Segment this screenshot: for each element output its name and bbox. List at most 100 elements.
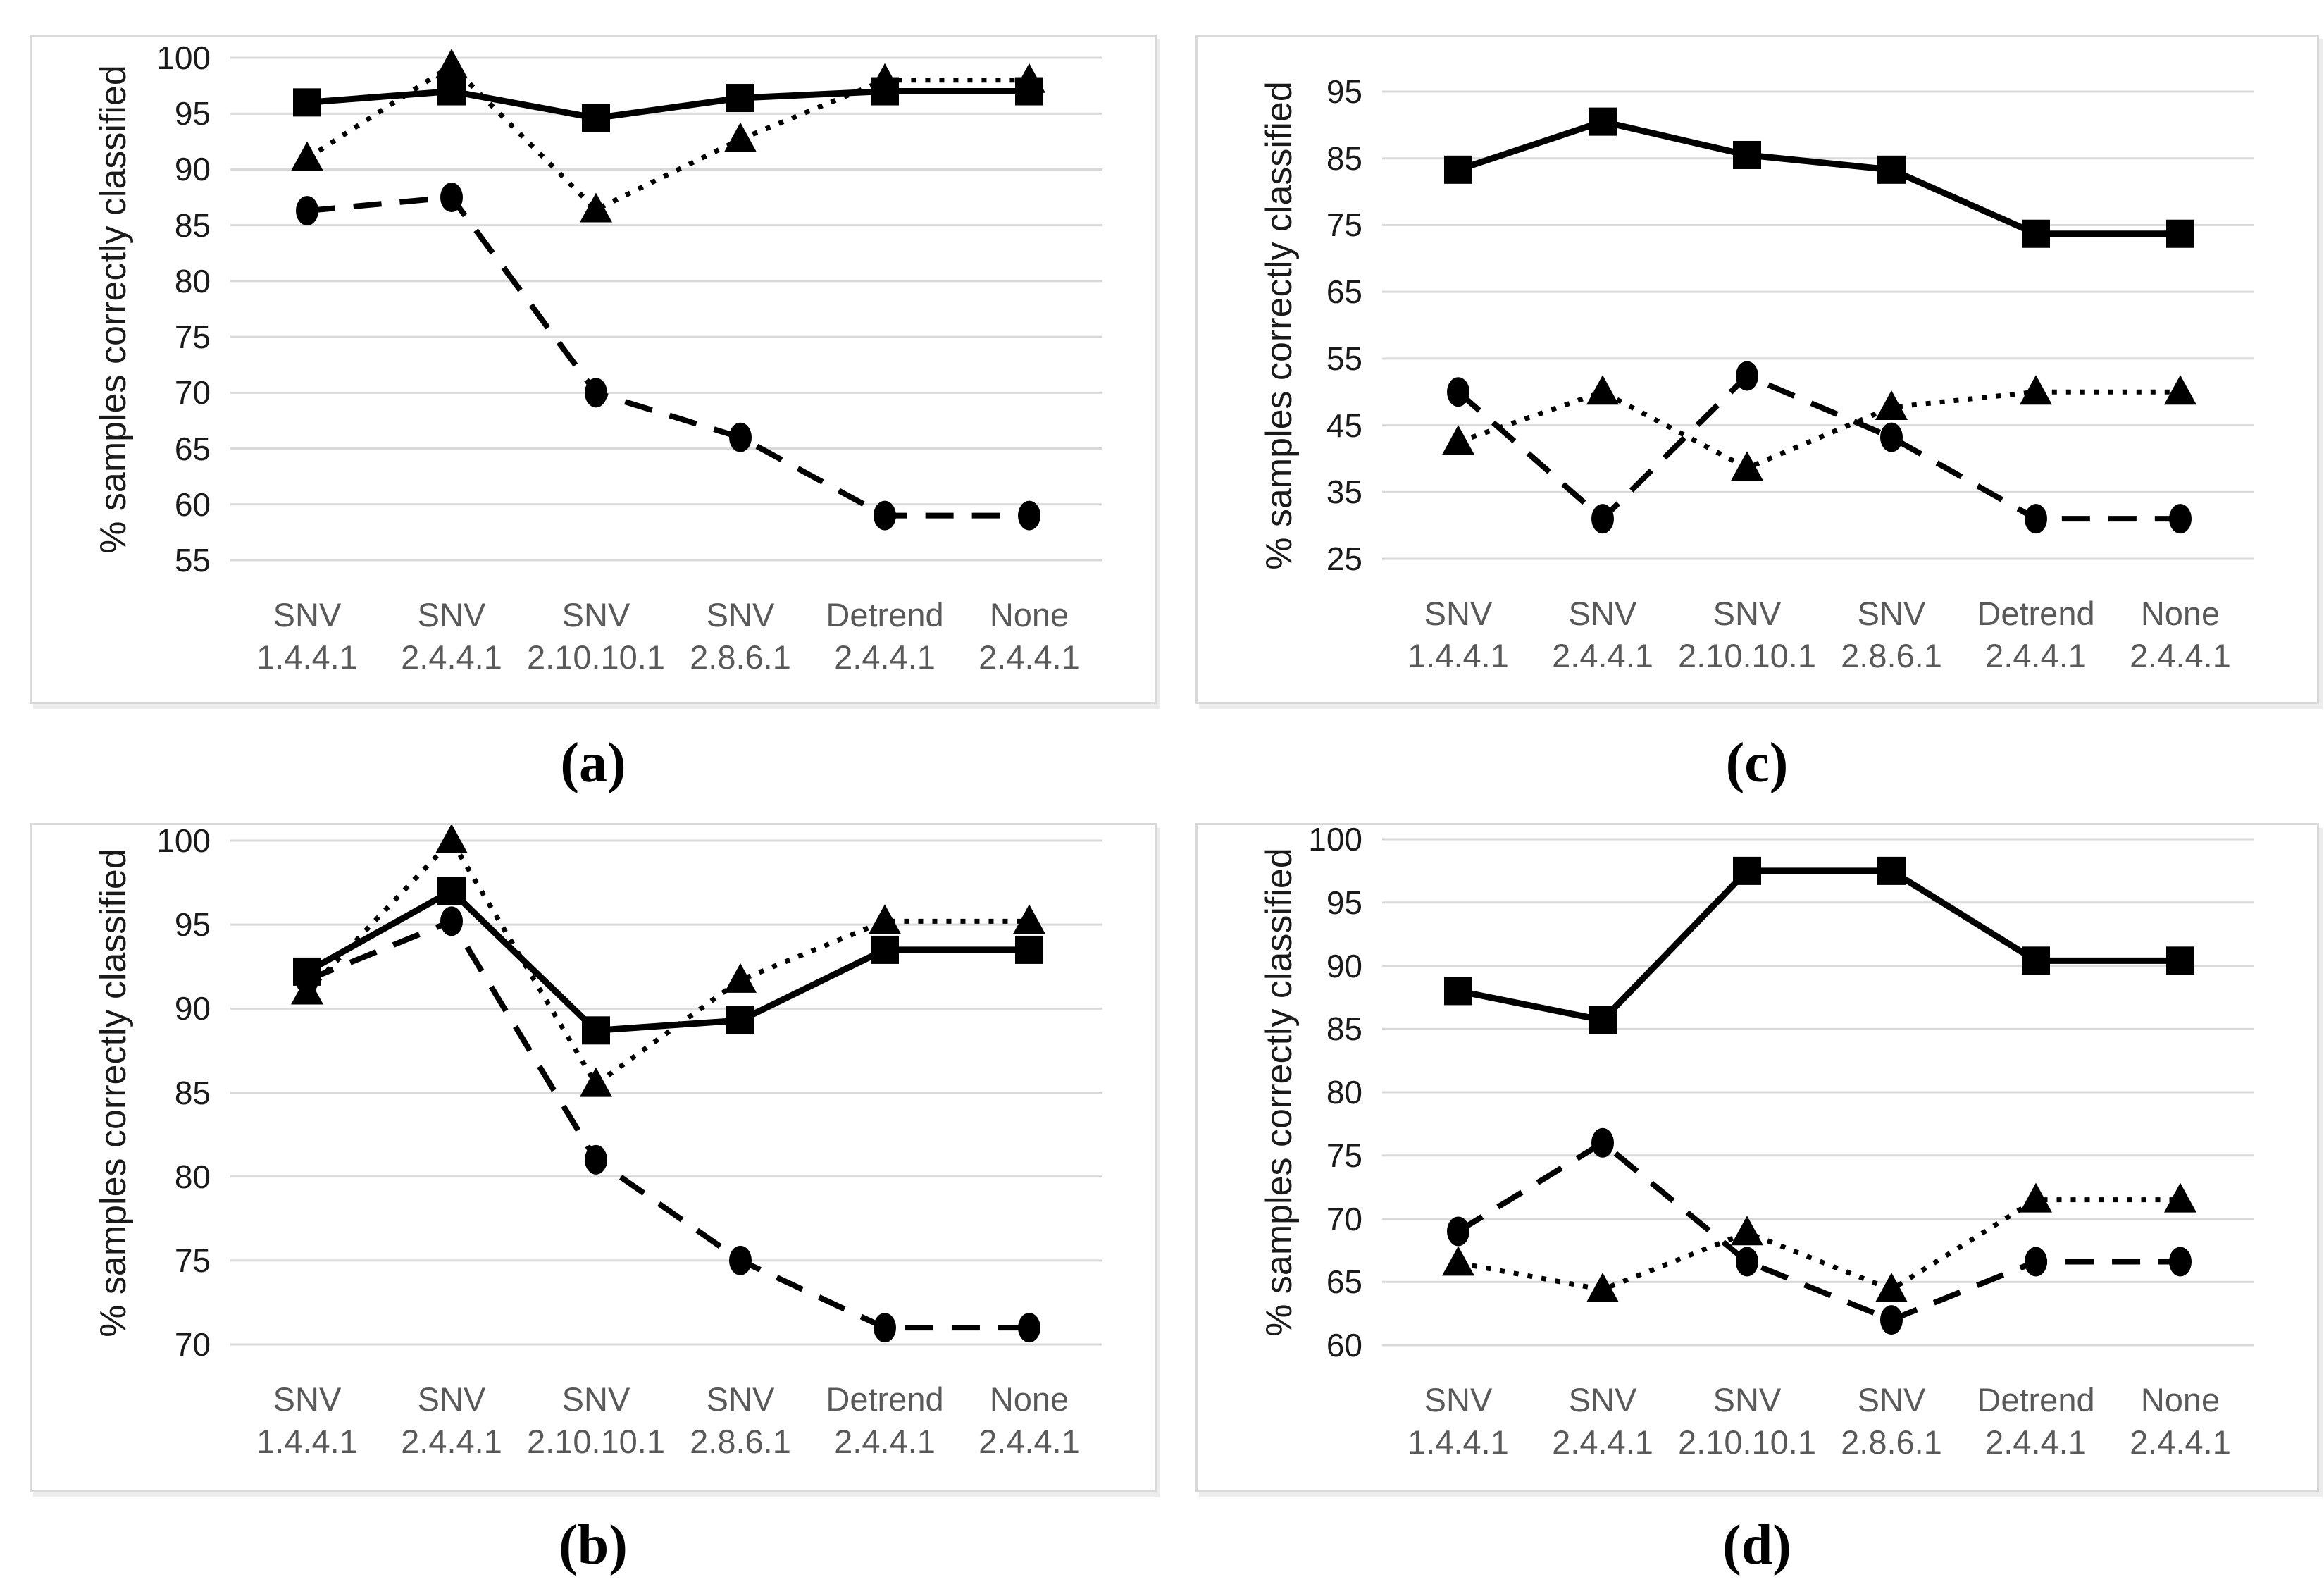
y-axis-title: % samples correctly classified <box>93 64 134 554</box>
x-tick-label: SNV 2.8.6.1 <box>690 1380 791 1460</box>
marker-triangle <box>1731 1216 1763 1246</box>
y-tick-label: 100 <box>156 822 211 859</box>
series-line-solid-square <box>306 88 1029 122</box>
y-tick-label: 60 <box>1326 1327 1362 1364</box>
y-tick-label: 90 <box>174 990 211 1027</box>
marker-square <box>1589 107 1617 136</box>
series-line-dashed-circle <box>1456 1139 2180 1323</box>
y-tick-label: 75 <box>174 1242 211 1279</box>
y-tick-label: 95 <box>1326 884 1362 921</box>
y-tick-label: 95 <box>174 906 211 944</box>
marker-square <box>437 877 466 905</box>
y-tick-label: 90 <box>1326 947 1362 984</box>
marker-square <box>871 935 899 964</box>
y-tick-label: 35 <box>1326 474 1362 511</box>
x-tick-label: SNV 2.10.10.1 <box>1677 595 1816 674</box>
marker-circle <box>1880 422 1903 452</box>
x-tick-label: Detrend 2.4.4.1 <box>1977 595 2095 674</box>
marker-triangle <box>1875 390 1908 420</box>
x-tick-label: SNV 1.4.4.1 <box>1408 595 1509 674</box>
marker-square <box>1015 77 1043 106</box>
marker-triangle <box>1442 1246 1474 1276</box>
x-tick-label: SNV 2.4.4.1 <box>1552 1381 1653 1461</box>
series-line-dashed-circle <box>306 917 1029 1331</box>
y-tick-label: 70 <box>1326 1200 1362 1237</box>
x-tick-label: SNV 2.8.6.1 <box>1841 1381 1942 1461</box>
marker-triangle <box>580 192 612 223</box>
marker-triangle <box>869 904 901 934</box>
series-line-dotted-triangle <box>305 836 1029 1088</box>
marker-square <box>1733 140 1761 169</box>
marker-square <box>1444 977 1472 1006</box>
series-line-dotted-triangle <box>1458 1197 2180 1292</box>
x-tick-label: None 2.4.4.1 <box>2130 1381 2231 1461</box>
y-tick-label: 60 <box>174 486 211 523</box>
marker-triangle <box>1013 904 1045 934</box>
marker-triangle <box>2164 1182 2196 1213</box>
marker-square <box>1877 155 1906 184</box>
y-tick-label: 85 <box>1326 140 1362 177</box>
marker-circle <box>1018 1313 1040 1343</box>
x-tick-label: SNV 2.10.10.1 <box>526 1380 665 1460</box>
x-tick-label: SNV 1.4.4.1 <box>1408 1381 1509 1461</box>
marker-square <box>1589 1006 1617 1034</box>
marker-square <box>293 957 321 986</box>
marker-triangle <box>1442 425 1474 455</box>
x-tick-label: SNV 2.4.4.1 <box>401 596 502 676</box>
marker-square <box>726 84 754 113</box>
x-tick-label: SNV 2.8.6.1 <box>1841 595 1942 674</box>
marker-triangle <box>724 122 757 152</box>
y-tick-label: 95 <box>1326 73 1362 110</box>
y-tick-label: 80 <box>1326 1074 1362 1111</box>
series-line-dotted-triangle <box>306 62 1029 213</box>
y-tick-label: 70 <box>174 374 211 412</box>
y-tick-label: 55 <box>174 542 211 579</box>
marker-triangle <box>435 825 468 853</box>
y-axis-title: % samples correctly classified <box>1259 80 1300 570</box>
x-tick-label: SNV 2.8.6.1 <box>690 596 791 676</box>
marker-circle <box>729 1245 752 1275</box>
marker-triangle <box>1586 375 1619 405</box>
marker-square <box>2166 219 2194 248</box>
marker-circle <box>1736 1247 1758 1277</box>
y-tick-label: 45 <box>1326 407 1362 444</box>
y-tick-label: 80 <box>174 1158 211 1195</box>
y-tick-label: 25 <box>1326 540 1362 577</box>
caption-d: (d) <box>1722 1514 1791 1576</box>
series-line-dashed-circle <box>306 194 1029 519</box>
y-tick-label: 65 <box>1326 273 1362 311</box>
marker-circle <box>585 378 607 408</box>
x-tick-label: Detrend 2.4.4.1 <box>826 596 944 676</box>
marker-triangle <box>724 963 757 993</box>
caption-c: (c) <box>1725 732 1789 794</box>
y-tick-label: 65 <box>174 430 211 467</box>
series-line-dotted-triangle <box>1457 389 2180 471</box>
marker-circle <box>1447 1216 1469 1247</box>
y-tick-label: 100 <box>1308 821 1362 858</box>
y-tick-label: 75 <box>174 319 211 356</box>
y-tick-label: 95 <box>174 95 211 132</box>
x-tick-label: SNV 2.4.4.1 <box>401 1380 502 1460</box>
plot-area <box>230 49 1102 562</box>
y-tick-label: 100 <box>156 39 211 76</box>
x-tick-label: SNV 2.4.4.1 <box>1552 595 1653 674</box>
marker-circle <box>1736 361 1758 391</box>
y-tick-label: 85 <box>1326 1010 1362 1048</box>
y-tick-label: 85 <box>174 1074 211 1111</box>
plot-area <box>1382 838 2254 1347</box>
marker-triangle <box>1586 1273 1619 1303</box>
marker-circle <box>1447 377 1469 407</box>
marker-square <box>437 77 466 106</box>
y-tick-label: 85 <box>174 206 211 244</box>
plot-area <box>1382 90 2254 560</box>
marker-square <box>1444 155 1472 184</box>
y-tick-label: 90 <box>174 151 211 188</box>
x-tick-label: SNV 1.4.4.1 <box>256 1380 358 1460</box>
panel-a-chart: 55 60 65 70 75 80 85 90 95 100 SNV 1.4.4.1 SNV 2.4.4.… <box>30 35 1157 704</box>
marker-square <box>1877 856 1906 885</box>
x-tick-label: Detrend 2.4.4.1 <box>1977 1381 2095 1461</box>
marker-circle <box>2025 504 2047 534</box>
marker-circle <box>440 906 463 936</box>
panel-b-chart: 70 75 80 85 90 95 100 SNV 1.4.4.1 SNV 2.4.4.1 SNV 2.… <box>30 822 1157 1492</box>
